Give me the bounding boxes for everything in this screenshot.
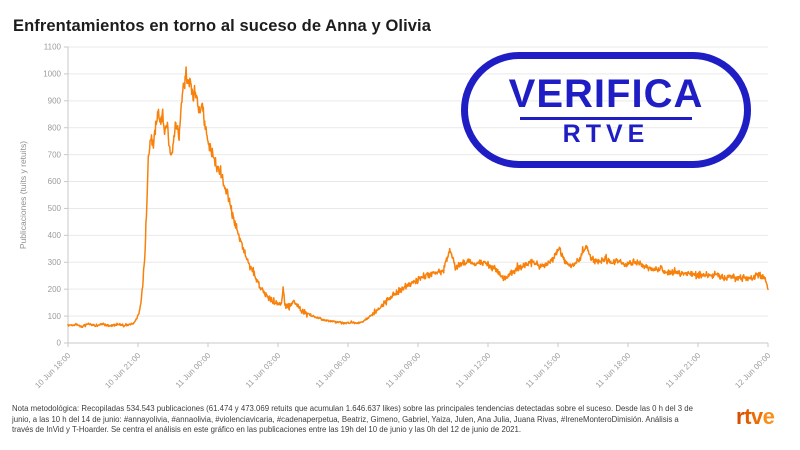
x-tick-label: 11 Jun 03:00 xyxy=(244,351,283,390)
x-tick-label: 11 Jun 06:00 xyxy=(314,351,353,390)
rtve-logo-letter: t xyxy=(744,404,751,429)
methodology-note-line: junio, a las 10 h del 14 de junio: #anna… xyxy=(12,414,679,424)
methodology-note-line: través de InVid y T-Hoarder. Se centra e… xyxy=(12,425,522,435)
badge-divider xyxy=(520,116,692,120)
y-tick-label: 100 xyxy=(48,312,62,321)
x-tick-label: 11 Jun 18:00 xyxy=(594,351,633,390)
y-tick-label: 1100 xyxy=(44,43,62,52)
verifica-rtve-badge: VERIFICA RTVE xyxy=(461,52,751,168)
methodology-note-line: Nota metodológica: Recopiladas 534.543 p… xyxy=(12,404,693,413)
rtve-logo-letter: r xyxy=(736,404,745,429)
y-tick-label: 700 xyxy=(48,150,62,159)
y-tick-label: 300 xyxy=(48,258,62,267)
badge-verifica-text: VERIFICA xyxy=(508,71,704,116)
y-tick-label: 900 xyxy=(48,97,62,106)
methodology-note: Nota metodológica: Recopiladas 534.543 p… xyxy=(12,404,728,436)
y-tick-label: 600 xyxy=(48,177,62,186)
y-tick-label: 1000 xyxy=(43,70,61,79)
x-tick-label: 10 Jun 21:00 xyxy=(103,351,142,390)
rtve-logo-letter: e xyxy=(762,404,775,429)
x-tick-label: 11 Jun 09:00 xyxy=(384,351,423,390)
y-tick-label: 200 xyxy=(48,285,62,294)
y-axis-title: Publicaciones (tuits y retuits) xyxy=(18,141,28,249)
x-tick-label: 11 Jun 12:00 xyxy=(454,351,493,390)
x-tick-label: 10 Jun 18:00 xyxy=(33,351,72,390)
x-tick-label: 11 Jun 00:00 xyxy=(174,351,213,390)
badge-rtve-text: RTVE xyxy=(562,119,650,148)
page-title: Enfrentamientos en torno al suceso de An… xyxy=(13,17,432,36)
rtve-logo: rtve xyxy=(736,404,775,429)
y-tick-label: 400 xyxy=(48,231,62,240)
y-tick-label: 0 xyxy=(57,339,62,348)
y-tick-label: 800 xyxy=(48,123,62,132)
data-line xyxy=(67,66,769,329)
x-tick-label: 11 Jun 21:00 xyxy=(664,351,703,390)
y-tick-label: 500 xyxy=(48,204,62,213)
x-tick-label: 11 Jun 15:00 xyxy=(524,351,563,390)
rtve-logo-letter: v xyxy=(750,404,763,429)
x-tick-label: 12 Jun 00:00 xyxy=(733,351,772,390)
